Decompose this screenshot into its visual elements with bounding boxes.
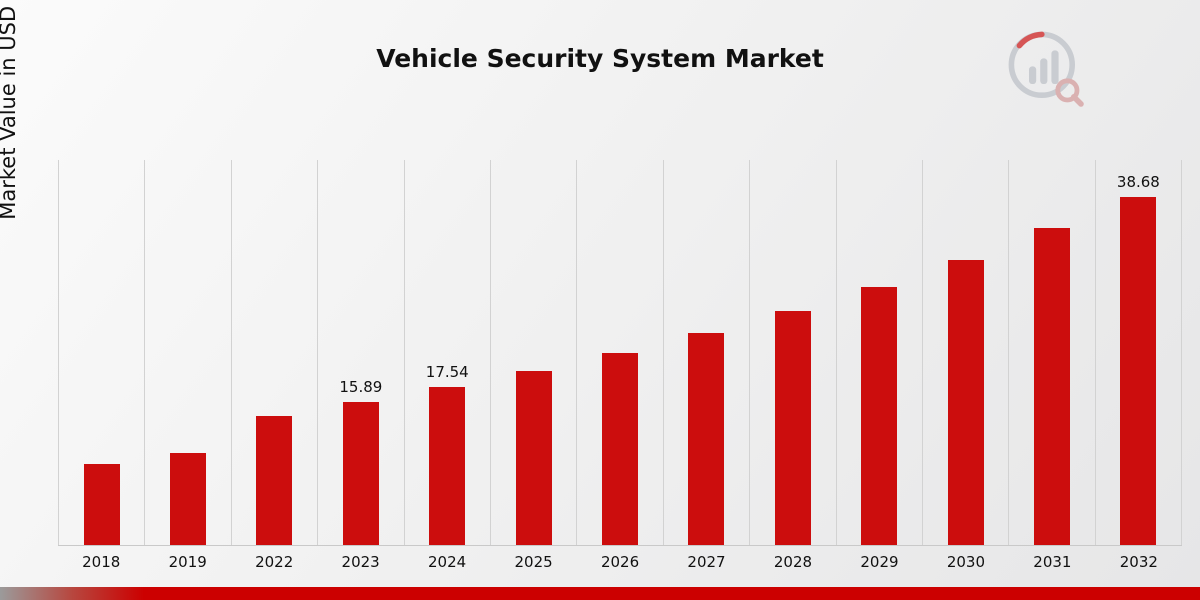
plot-area: 15.89 17.54 38.68 bbox=[58, 160, 1183, 546]
bar-cell bbox=[58, 160, 144, 545]
bar-value-label: 17.54 bbox=[425, 363, 469, 382]
y-axis-label: Market Value in USD Billion bbox=[0, 0, 20, 220]
bar-cell bbox=[144, 160, 230, 545]
bar-cell bbox=[576, 160, 662, 545]
x-tick-2025: 2025 bbox=[514, 553, 553, 571]
bar-2022 bbox=[256, 416, 293, 545]
bar-2023 bbox=[342, 402, 379, 545]
x-tick-2024: 2024 bbox=[428, 553, 467, 571]
bar-cell bbox=[230, 160, 317, 545]
bar-cell bbox=[489, 160, 576, 545]
x-tick-2031: 2031 bbox=[1033, 553, 1072, 571]
bar-2030 bbox=[947, 259, 984, 545]
bar-2018 bbox=[83, 464, 120, 545]
x-tick-2032: 2032 bbox=[1119, 553, 1158, 571]
x-tick-2027: 2027 bbox=[687, 553, 726, 571]
bar-2026 bbox=[602, 352, 639, 545]
chart-title: Vehicle Security System Market bbox=[376, 44, 824, 73]
bar-2025 bbox=[515, 371, 552, 545]
x-tick-2028: 2028 bbox=[773, 553, 813, 571]
x-tick-2022: 2022 bbox=[255, 553, 294, 571]
x-tick-2018: 2018 bbox=[82, 553, 121, 571]
bar-cell: 15.89 bbox=[317, 160, 403, 545]
x-tick-2023: 2023 bbox=[341, 553, 380, 571]
bar-2019 bbox=[170, 453, 207, 545]
bar-2027 bbox=[688, 332, 725, 545]
bar-value-label: 15.89 bbox=[339, 378, 383, 397]
x-axis-ticks: 2018 2019 2022 2023 2024 2025 2026 2027 2028 2029… bbox=[58, 549, 1182, 571]
x-tick-2026: 2026 bbox=[600, 553, 640, 571]
x-tick-2029: 2029 bbox=[860, 553, 899, 571]
bar-cell bbox=[749, 160, 835, 545]
footer-accent-bar bbox=[0, 587, 1200, 600]
brand-logo-icon bbox=[1008, 31, 1084, 107]
bar-cell bbox=[835, 160, 922, 545]
x-tick-2030: 2030 bbox=[946, 553, 986, 571]
bar-cell bbox=[662, 160, 749, 545]
bar-2031 bbox=[1033, 228, 1070, 545]
bar-cell bbox=[1008, 160, 1094, 545]
bar-2032 bbox=[1120, 197, 1157, 545]
bar-cell bbox=[921, 160, 1008, 545]
x-tick-2019: 2019 bbox=[168, 553, 207, 571]
bar-cell: 17.54 bbox=[403, 160, 490, 545]
bar-value-label: 38.68 bbox=[1116, 173, 1160, 192]
bar-cell: 38.68 bbox=[1094, 160, 1183, 545]
bar-2024 bbox=[429, 387, 466, 545]
bar-2029 bbox=[861, 286, 898, 545]
bar-2028 bbox=[774, 311, 811, 545]
